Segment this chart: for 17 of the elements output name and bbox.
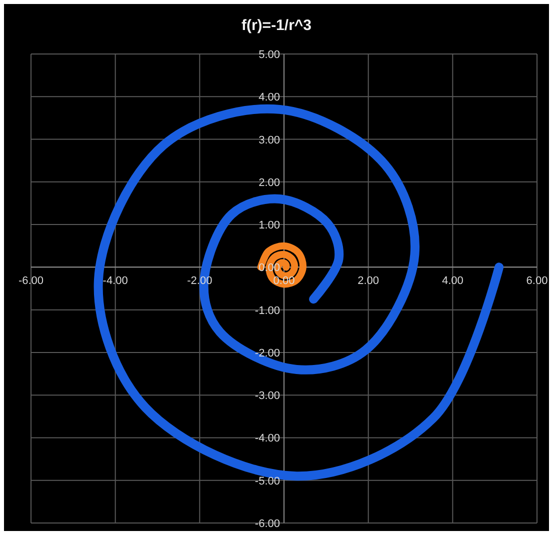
y-tick-label: -5.00 (254, 475, 280, 488)
x-tick-label: 4.00 (442, 275, 464, 288)
y-tick-label: 5.00 (258, 49, 280, 61)
y-tick-label: -3.00 (254, 390, 280, 402)
x-tick-label: -6.00 (18, 275, 44, 288)
y-tick-label: -2.00 (254, 347, 280, 360)
y-tick-label: -1.00 (254, 304, 280, 317)
x-tick-label: -4.00 (102, 275, 128, 288)
x-tick-label: 2.00 (358, 275, 380, 288)
y-tick-label: -6.00 (254, 518, 280, 530)
y-tick-label: -4.00 (254, 432, 280, 445)
x-tick-label: 6.00 (526, 275, 548, 288)
y-tick-label: 4.00 (258, 92, 280, 104)
y-tick-label: 1.00 (258, 220, 280, 232)
y-tick-label: 2.00 (258, 176, 280, 189)
y-tick-label: 3.00 (258, 134, 280, 146)
chart-title: f(r)=-1/r^3 (241, 17, 312, 34)
